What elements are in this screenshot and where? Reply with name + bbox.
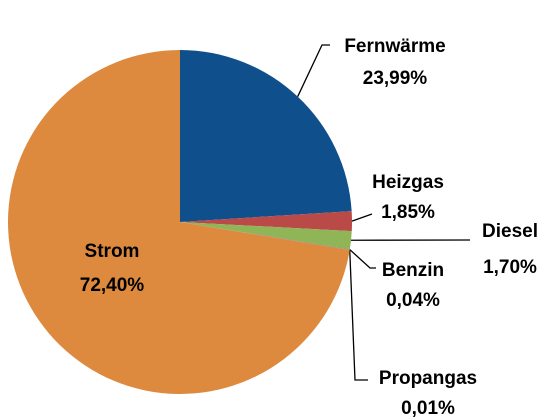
pie-slice: [180, 222, 350, 250]
leader-line: [349, 249, 376, 269]
pie-slice: [180, 50, 352, 222]
slice-label: Strom: [85, 241, 140, 262]
slice-value-label: 1,85%: [381, 202, 435, 223]
leader-line: [297, 44, 330, 97]
pie-slice: [180, 222, 352, 250]
pie-slice: [180, 222, 350, 250]
leader-line: [349, 249, 368, 381]
slice-value-label: 0,01%: [401, 398, 455, 419]
slice-label: Benzin: [382, 260, 444, 281]
slice-label: Diesel: [482, 221, 538, 242]
slice-label: Heizgas: [372, 172, 444, 193]
slice-value-label: 0,04%: [386, 290, 440, 311]
leader-line: [351, 213, 373, 222]
pie-slice: [7, 50, 350, 395]
slice-value-label: 23,99%: [363, 68, 428, 89]
pie-slice: [180, 211, 352, 232]
slice-label: Fernwärme: [344, 36, 445, 57]
slice-value-label: 72,40%: [80, 275, 145, 296]
slice-value-label: 1,70%: [483, 257, 537, 278]
slice-label: Propangas: [379, 368, 477, 389]
